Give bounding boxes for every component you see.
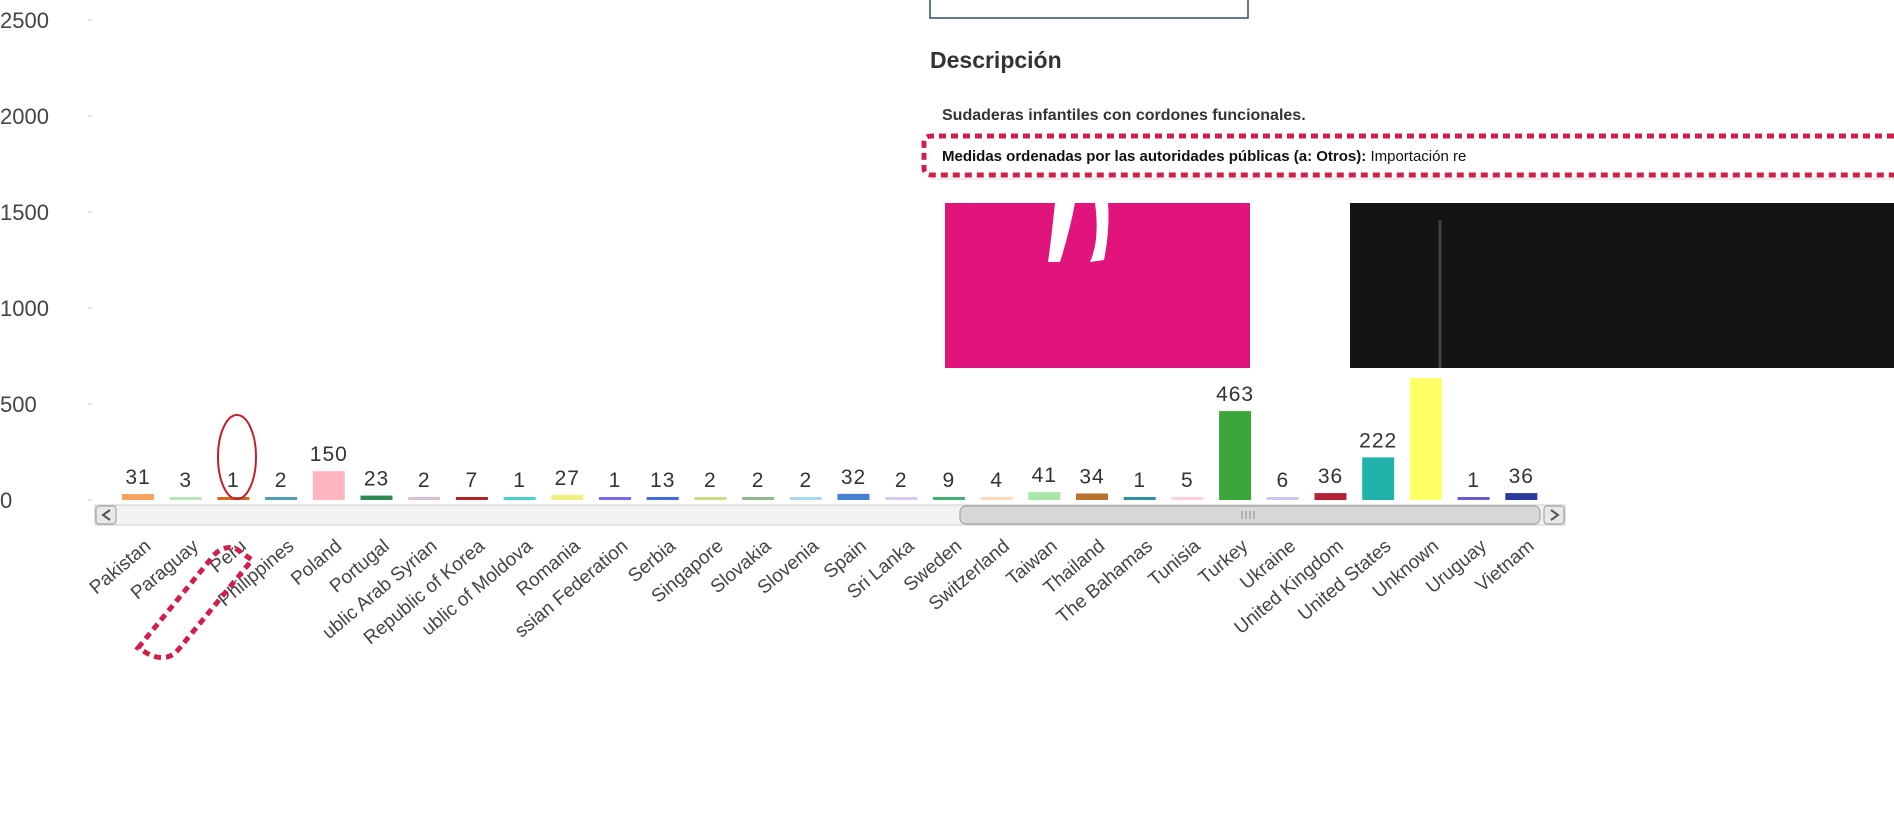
bar (1458, 497, 1490, 500)
bar (1028, 492, 1060, 500)
value-label: 27 (555, 467, 580, 490)
value-label: 32 (841, 466, 866, 489)
value-label: 41 (1032, 464, 1057, 487)
overlay-panel: Descripción Sudaderas infantiles con cor… (918, 0, 1894, 368)
bar (599, 497, 631, 500)
value-label: 23 (364, 468, 389, 491)
value-label: 4 (990, 469, 1003, 492)
bar (361, 496, 393, 500)
scrollbar (95, 505, 1565, 525)
bar (1315, 493, 1347, 500)
divider (930, 178, 1894, 180)
value-label: 2 (752, 469, 765, 492)
bar (1410, 378, 1442, 500)
value-label: 1 (609, 469, 622, 492)
value-label: 13 (650, 469, 675, 492)
bar (1124, 497, 1156, 500)
bar (1219, 411, 1251, 500)
bar (1362, 457, 1394, 500)
bar (504, 497, 536, 500)
bar (838, 494, 870, 500)
measures: Medidas ordenadas por las autoridades pú… (942, 148, 1466, 165)
bar (694, 497, 726, 500)
value-label: 2 (704, 469, 717, 492)
y-tick-label: 1500 (0, 200, 49, 225)
y-tick-label: 2500 (0, 8, 49, 33)
y-tick-label: 2000 (0, 104, 49, 129)
measures-text: Importación re (1370, 148, 1466, 165)
measures-label: Medidas ordenadas por las autoridades pú… (942, 148, 1366, 165)
value-label: 2 (418, 469, 431, 492)
bar (1171, 497, 1203, 500)
bar (885, 497, 917, 500)
value-label: 2 (275, 469, 288, 492)
value-label: 1 (1133, 469, 1146, 492)
bar (456, 497, 488, 500)
value-label: 6 (1276, 469, 1289, 492)
value-label: 5 (1181, 469, 1194, 492)
value-label: 36 (1509, 465, 1534, 488)
bar (170, 497, 202, 500)
y-tick-label: 0 (0, 488, 12, 513)
value-label: 1 (513, 469, 526, 492)
value-label: 9 (943, 469, 956, 492)
value-label: 2 (895, 469, 908, 492)
value-label: 150 (310, 443, 348, 466)
bar (551, 495, 583, 500)
value-label: 2 (799, 469, 812, 492)
panel-bg (918, 0, 1894, 200)
black-hoodie (1350, 203, 1894, 368)
y-tick-label: 500 (0, 392, 37, 417)
heading: Descripción (930, 47, 1062, 73)
scroll-left[interactable] (96, 506, 116, 524)
search-box[interactable] (930, 0, 1248, 18)
bar (933, 497, 965, 500)
bar (742, 497, 774, 500)
value-label: 7 (466, 469, 479, 492)
value-label: 463 (1216, 383, 1254, 406)
scroll-right[interactable] (1544, 506, 1564, 524)
page: 0500100015002000250031Pakistan3Paraguay1… (0, 0, 1894, 836)
x-tick-label: Tunisia (1145, 535, 1205, 590)
bar (981, 497, 1013, 500)
bar (1267, 497, 1299, 500)
value-label: 3 (179, 469, 192, 492)
value-label: 1 (1467, 469, 1480, 492)
y-tick-label: 1000 (0, 296, 49, 321)
value-label: 222 (1359, 429, 1397, 452)
summary: Sudaderas infantiles con cordones funcio… (942, 107, 1306, 124)
bar (1505, 493, 1537, 500)
value-label: 36 (1318, 465, 1343, 488)
bar (122, 494, 154, 500)
value-label: 1 (227, 469, 240, 492)
bar (408, 497, 440, 500)
bar (1076, 493, 1108, 500)
value-label: 31 (125, 466, 150, 489)
bar (647, 497, 679, 500)
bar (265, 497, 297, 500)
chart: 0500100015002000250031Pakistan3Paraguay1… (0, 0, 1894, 836)
bar (313, 471, 345, 500)
bar (790, 497, 822, 500)
value-label: 34 (1079, 465, 1104, 488)
